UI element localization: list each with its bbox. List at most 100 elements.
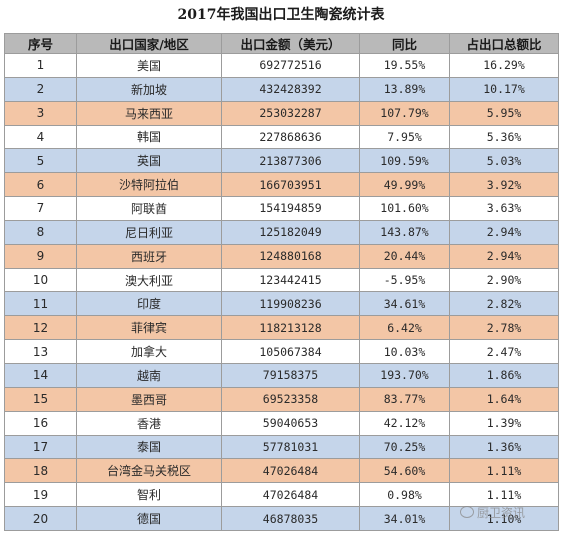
cell-amount: 124880168: [221, 243, 360, 269]
watermark: 厨卫资讯: [460, 502, 525, 522]
col-header-yoy: 同比: [359, 33, 450, 54]
cell-amount: 253032287: [221, 100, 360, 126]
cell-country: 智利: [76, 482, 222, 508]
cell-share: 16.29%: [449, 53, 559, 78]
cell-share: 5.36%: [449, 124, 559, 150]
cell-yoy: 107.79%: [359, 100, 450, 126]
table-row: 17 泰国 57781031 70.25% 1.36%: [4, 434, 559, 460]
cell-yoy: 49.99%: [359, 172, 450, 198]
cell-yoy: 20.44%: [359, 243, 450, 269]
cell-amount: 125182049: [221, 219, 360, 245]
table-row: 15 墨西哥 69523358 83.77% 1.64%: [4, 386, 559, 412]
cell-amount: 118213128: [221, 315, 360, 341]
watermark-text: 厨卫资讯: [477, 505, 526, 520]
cell-amount: 227868636: [221, 124, 360, 150]
cell-country: 香港: [76, 410, 222, 436]
cell-no: 13: [4, 339, 77, 364]
cell-no: 9: [4, 243, 77, 269]
cell-country: 泰国: [76, 434, 222, 460]
cell-yoy: 6.42%: [359, 315, 450, 341]
cell-no: 11: [4, 291, 77, 317]
table-row: 8 尼日利亚 125182049 143.87% 2.94%: [4, 219, 559, 245]
cell-country: 越南: [76, 362, 222, 388]
table-row: 12 菲律宾 118213128 6.42% 2.78%: [4, 315, 559, 341]
cell-no: 16: [4, 410, 77, 436]
cell-yoy: 101.60%: [359, 196, 450, 221]
cell-share: 1.39%: [449, 410, 559, 436]
cell-amount: 57781031: [221, 434, 360, 460]
cell-no: 14: [4, 362, 77, 388]
table-row: 10 澳大利亚 123442415 -5.95% 2.90%: [4, 267, 559, 293]
cell-amount: 692772516: [221, 53, 360, 78]
cell-yoy: 143.87%: [359, 219, 450, 245]
table-row: 5 英国 213877306 109.59% 5.03%: [4, 148, 559, 174]
cell-yoy: 83.77%: [359, 386, 450, 412]
table-row: 7 阿联酋 154194859 101.60% 3.63%: [4, 196, 559, 221]
cell-share: 1.36%: [449, 434, 559, 460]
cell-country: 美国: [76, 53, 222, 78]
header-row: 序号 出口国家/地区 出口金额（美元） 同比 占出口总额比: [4, 33, 559, 54]
cell-yoy: 0.98%: [359, 482, 450, 508]
cell-yoy: 34.61%: [359, 291, 450, 317]
cell-share: 3.92%: [449, 172, 559, 198]
cell-amount: 47026484: [221, 482, 360, 508]
cell-share: 1.64%: [449, 386, 559, 412]
table-row: 16 香港 59040653 42.12% 1.39%: [4, 410, 559, 436]
cell-country: 英国: [76, 148, 222, 174]
col-header-country: 出口国家/地区: [76, 33, 222, 54]
cell-no: 4: [4, 124, 77, 150]
cell-no: 2: [4, 76, 77, 102]
table-row: 19 智利 47026484 0.98% 1.11%: [4, 482, 559, 508]
col-header-share: 占出口总额比: [449, 33, 559, 54]
cell-country: 新加坡: [76, 76, 222, 102]
cell-yoy: 10.03%: [359, 339, 450, 364]
cell-amount: 46878035: [221, 506, 360, 531]
cell-yoy: 193.70%: [359, 362, 450, 388]
cell-yoy: 13.89%: [359, 76, 450, 102]
table-row: 6 沙特阿拉伯 166703951 49.99% 3.92%: [4, 172, 559, 198]
cell-country: 西班牙: [76, 243, 222, 269]
cell-share: 1.11%: [449, 482, 559, 508]
cell-no: 1: [4, 53, 77, 78]
col-header-amount: 出口金额（美元）: [221, 33, 360, 54]
cell-country: 菲律宾: [76, 315, 222, 341]
cell-yoy: 54.60%: [359, 458, 450, 484]
cell-no: 12: [4, 315, 77, 341]
table-row: 20 德国 46878035 34.01% 1.10%: [4, 506, 559, 531]
cell-amount: 154194859: [221, 196, 360, 221]
cell-country: 尼日利亚: [76, 219, 222, 245]
cell-country: 韩国: [76, 124, 222, 150]
col-header-no: 序号: [4, 33, 77, 54]
cell-country: 阿联酋: [76, 196, 222, 221]
wechat-icon: [460, 506, 474, 518]
table-row: 13 加拿大 105067384 10.03% 2.47%: [4, 339, 559, 364]
cell-amount: 79158375: [221, 362, 360, 388]
cell-amount: 69523358: [221, 386, 360, 412]
table-row: 4 韩国 227868636 7.95% 5.36%: [4, 124, 559, 150]
cell-share: 1.86%: [449, 362, 559, 388]
cell-no: 10: [4, 267, 77, 293]
cell-country: 沙特阿拉伯: [76, 172, 222, 198]
cell-yoy: 19.55%: [359, 53, 450, 78]
table-body: 1 美国 692772516 19.55% 16.29% 2 新加坡 432428392 13.…: [4, 53, 559, 531]
cell-amount: 59040653: [221, 410, 360, 436]
cell-amount: 119908236: [221, 291, 360, 317]
cell-yoy: 34.01%: [359, 506, 450, 531]
cell-country: 澳大利亚: [76, 267, 222, 293]
cell-country: 马来西亚: [76, 100, 222, 126]
cell-share: 10.17%: [449, 76, 559, 102]
cell-country: 加拿大: [76, 339, 222, 364]
cell-share: 5.95%: [449, 100, 559, 126]
table-row: 9 西班牙 124880168 20.44% 2.94%: [4, 243, 559, 269]
cell-share: 2.82%: [449, 291, 559, 317]
cell-share: 2.78%: [449, 315, 559, 341]
cell-country: 台湾金马关税区: [76, 458, 222, 484]
cell-no: 20: [4, 506, 77, 531]
cell-no: 6: [4, 172, 77, 198]
cell-country: 墨西哥: [76, 386, 222, 412]
cell-share: 3.63%: [449, 196, 559, 221]
cell-no: 17: [4, 434, 77, 460]
cell-no: 7: [4, 196, 77, 221]
table-row: 18 台湾金马关税区 47026484 54.60% 1.11%: [4, 458, 559, 484]
cell-amount: 123442415: [221, 267, 360, 293]
